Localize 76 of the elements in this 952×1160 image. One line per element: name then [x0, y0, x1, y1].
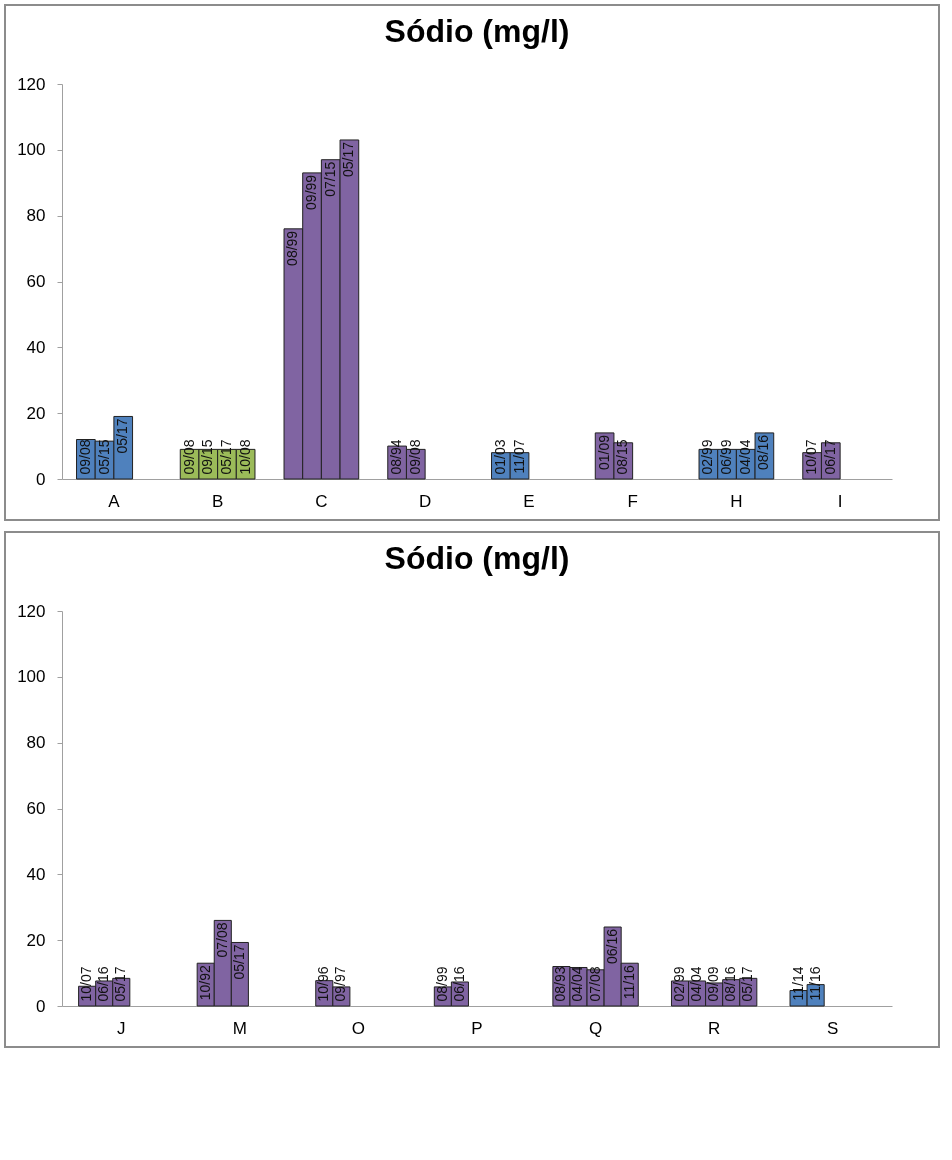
y-tick-label: 40 [26, 864, 46, 884]
annotation: 08/16 [722, 966, 739, 1002]
annotation: 09/99 [303, 174, 320, 210]
x-tick-label: I [837, 491, 843, 511]
x-tick-label: F [627, 491, 638, 511]
annotation: 01/03 [491, 439, 508, 475]
x-tick-label: A [108, 491, 121, 511]
y-tick-label: 60 [26, 272, 46, 291]
annotation: 09/97 [332, 966, 349, 1002]
y-tick-label: 100 [17, 140, 46, 160]
annotation: 11/16 [620, 965, 637, 1000]
annotation: 01/09 [595, 434, 612, 470]
annotation: 11/07 [510, 439, 527, 474]
x-tick-label: M [232, 1018, 247, 1038]
annotation: 09/08 [180, 439, 197, 475]
annotation: 11/14 [789, 966, 806, 1001]
annotation: 02/99 [699, 439, 716, 475]
annotation: 05/17 [112, 966, 129, 1002]
annotation: 08/16 [755, 434, 772, 470]
x-tick-label: E [523, 491, 535, 511]
annotation: 08/93 [552, 966, 569, 1002]
annotation: 06/16 [95, 966, 112, 1002]
annotation: 10/07 [78, 966, 95, 1002]
y-tick-label: 20 [26, 930, 46, 950]
x-tick-label: S [827, 1018, 839, 1038]
annotation: 04/04 [569, 966, 586, 1002]
annotation: 05/17 [230, 944, 247, 980]
annotation: 08/94 [388, 439, 405, 475]
x-tick-label: O [351, 1018, 366, 1038]
annotation: 05/17 [114, 418, 131, 454]
annotation: 07/15 [321, 161, 338, 197]
chart-title: Sódio (mg/l) [384, 13, 570, 49]
annotation: 11/16 [806, 966, 823, 1001]
annotation: 05/17 [739, 966, 756, 1002]
y-tick-label: 40 [26, 337, 46, 357]
annotation: 07/08 [586, 966, 603, 1002]
x-tick-label: C [315, 491, 328, 511]
annotation: 09/15 [199, 439, 216, 475]
annotation: 10/07 [803, 439, 820, 475]
y-tick-label: 80 [26, 206, 46, 226]
y-tick-label: 0 [36, 469, 46, 489]
annotation: 10/08 [236, 439, 253, 475]
y-tick-label: 120 [17, 601, 46, 621]
annotation: 10/96 [315, 966, 332, 1002]
annotation: 06/16 [603, 928, 620, 965]
annotation: 02/99 [670, 966, 687, 1002]
y-tick-label: 0 [36, 996, 46, 1016]
y-tick-label: 120 [17, 74, 46, 94]
annotation: 04/04 [688, 966, 705, 1002]
x-tick-label: J [117, 1018, 126, 1038]
annotation: 10/92 [196, 965, 213, 1001]
y-tick-label: 80 [26, 733, 46, 753]
x-tick-label: Q [588, 1018, 603, 1038]
annotation: 09/08 [76, 439, 93, 475]
x-tick-label: P [471, 1018, 483, 1038]
x-tick-label: B [211, 491, 224, 511]
annotation: 05/17 [340, 141, 357, 178]
x-tick-label: R [708, 1018, 721, 1038]
y-tick-label: 100 [17, 667, 46, 687]
annotation: 06/17 [821, 439, 838, 475]
annotation: 08/15 [614, 439, 631, 475]
annotation: 05/17 [217, 439, 234, 475]
annotation: 04/04 [736, 439, 753, 475]
x-tick-label: H [730, 491, 743, 511]
y-tick-label: 20 [26, 403, 46, 423]
annotation: 08/99 [433, 966, 450, 1002]
chart-title: Sódio (mg/l) [384, 540, 570, 576]
y-tick-label: 60 [26, 799, 46, 818]
annotation: 06/16 [450, 966, 467, 1002]
annotation: 05/15 [95, 439, 112, 475]
annotation: 06/99 [718, 439, 735, 475]
annotation: 07/08 [213, 922, 230, 958]
x-tick-label: D [418, 491, 432, 511]
annotation: 09/08 [406, 439, 423, 475]
annotation: 08/99 [284, 230, 301, 266]
annotation: 09/09 [705, 966, 722, 1002]
